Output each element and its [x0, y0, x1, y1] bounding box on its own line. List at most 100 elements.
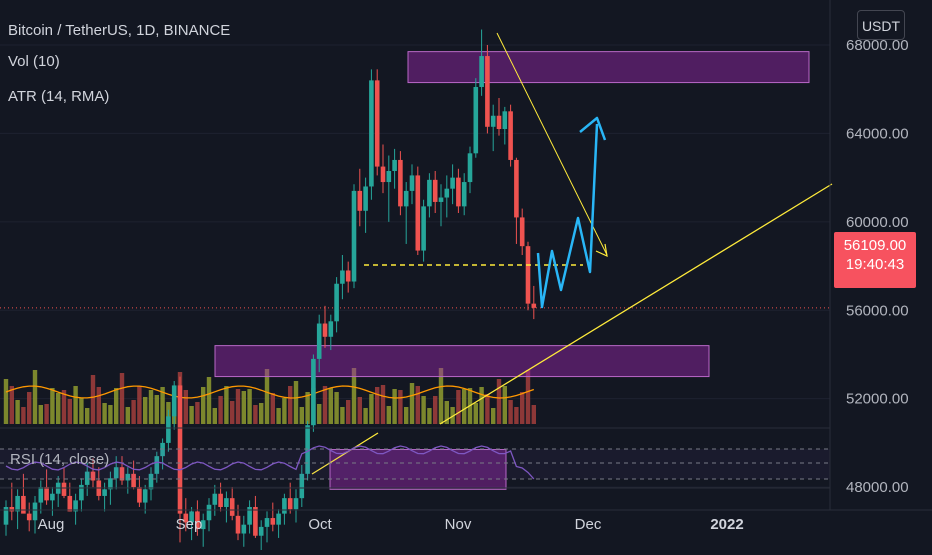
- volume-bar: [508, 400, 513, 424]
- volume-bar: [79, 398, 84, 424]
- candle-body: [15, 495, 20, 512]
- rsi-line: [5, 445, 535, 480]
- candle-body: [9, 506, 15, 512]
- candle-body: [322, 323, 328, 337]
- candle-body: [200, 520, 206, 530]
- rsi-indicator-label[interactable]: RSI (14, close): [10, 451, 110, 468]
- volume-bar: [375, 387, 380, 424]
- volume-bar: [496, 379, 502, 424]
- volume-bar: [15, 400, 20, 424]
- candle-body: [160, 442, 165, 457]
- volume-bar: [357, 397, 362, 424]
- volume-bar: [288, 386, 293, 424]
- time-tick-label: Aug: [38, 516, 65, 533]
- volume-bar: [224, 386, 229, 424]
- candle-body: [32, 502, 38, 521]
- zone-box: [214, 345, 710, 378]
- candle-body: [531, 303, 537, 308]
- time-tick-label: Dec: [575, 516, 602, 533]
- candle-body: [235, 515, 241, 534]
- symbol-title[interactable]: Bitcoin / TetherUS, 1D, BINANCE: [8, 22, 231, 39]
- candle-body: [61, 482, 67, 496]
- candle-body: [195, 511, 200, 530]
- candle-body: [177, 385, 183, 514]
- volume-bar: [61, 390, 67, 424]
- zone-box: [407, 51, 810, 84]
- rsi-trendline: [311, 432, 379, 475]
- volume-bar: [409, 383, 415, 424]
- volume-bar: [32, 370, 38, 424]
- candle-body: [108, 478, 113, 490]
- price-axis[interactable]: 48000.00 52000.00 56000.00 60000.00 64000.00…: [829, 0, 909, 510]
- price-tick-label: 56000.00: [846, 302, 909, 319]
- volume-bar: [9, 386, 14, 424]
- volume-bar: [3, 379, 9, 424]
- candle-body: [247, 506, 252, 525]
- projection-path: [536, 123, 599, 309]
- candle-body: [50, 493, 55, 501]
- candle-body: [84, 471, 90, 485]
- volume-bar: [56, 393, 61, 424]
- candle-body: [461, 182, 467, 207]
- volume-bar: [485, 394, 490, 424]
- trend-drawings[interactable]: [311, 32, 833, 475]
- volume-bar: [276, 408, 281, 424]
- candle-body: [334, 283, 339, 322]
- candle-body: [154, 456, 160, 474]
- candle-body: [79, 484, 84, 501]
- volume-bar: [125, 407, 130, 424]
- zone-boxes[interactable]: [214, 51, 810, 490]
- price-tick-label: 60000.00: [846, 214, 909, 231]
- time-tick-label: 2022: [710, 516, 743, 533]
- candle-body: [340, 270, 345, 284]
- price-tick-label: 52000.00: [846, 391, 909, 408]
- candle-body: [345, 270, 351, 282]
- grid: [0, 44, 830, 488]
- volume-bar: [433, 396, 438, 424]
- zone-box: [329, 449, 507, 490]
- candle-body: [456, 177, 461, 207]
- volume-bar: [282, 398, 287, 424]
- volume-bar: [96, 387, 101, 424]
- candle-body: [398, 159, 403, 207]
- bar-countdown-label: 19:40:43: [845, 256, 905, 273]
- currency-button[interactable]: USDT: [857, 10, 905, 40]
- volume-bar: [427, 408, 432, 424]
- volume-bar: [299, 407, 304, 424]
- volume-bar: [421, 396, 426, 424]
- time-tick-label: Nov: [445, 516, 472, 533]
- time-axis[interactable]: Aug Sep Oct Nov Dec 2022: [0, 509, 932, 533]
- volume-bar: [247, 389, 252, 424]
- volume-bar: [108, 405, 113, 424]
- candle-body: [502, 111, 508, 129]
- volume-bar: [50, 388, 55, 424]
- rsi-pane: [0, 427, 830, 489]
- candle-body: [421, 206, 426, 251]
- candle-body: [415, 175, 421, 251]
- volume-bar: [102, 403, 107, 424]
- price-tick-label: 68000.00: [846, 37, 909, 54]
- volume-bar: [241, 391, 246, 424]
- volume-bar: [148, 390, 154, 424]
- candle-body: [142, 489, 148, 503]
- candle-body: [73, 500, 78, 512]
- projection-arrowhead: [579, 116, 607, 141]
- candle-body: [212, 493, 218, 505]
- candle-body: [287, 498, 293, 510]
- atr-indicator-label[interactable]: ATR (14, RMA): [8, 88, 110, 105]
- volume-bar: [270, 393, 275, 424]
- candle-body: [224, 498, 229, 507]
- candle-body: [137, 487, 142, 503]
- time-tick-label: Sep: [176, 516, 203, 533]
- volume-indicator-label[interactable]: Vol (10): [8, 53, 60, 70]
- candle-body: [21, 495, 26, 514]
- candle-body: [90, 471, 96, 481]
- volume-bar: [114, 388, 119, 424]
- volume-bar: [189, 406, 194, 424]
- candle-body: [409, 175, 415, 191]
- current-price-label: 56109.00: [843, 237, 907, 254]
- volume-bar: [259, 403, 264, 424]
- volume-bar: [160, 387, 165, 424]
